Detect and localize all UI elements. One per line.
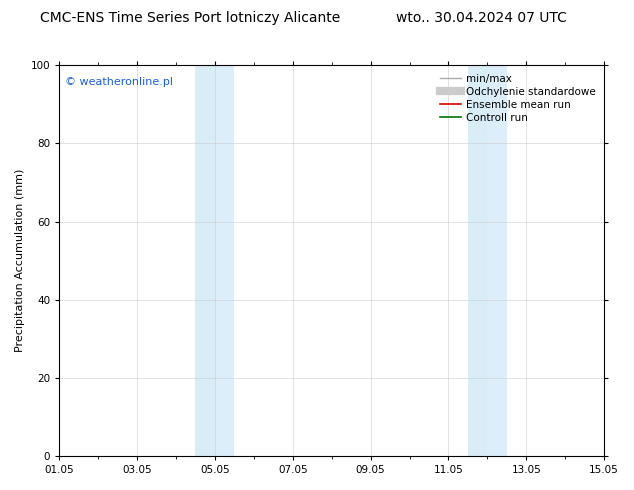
Text: CMC-ENS Time Series Port lotniczy Alicante: CMC-ENS Time Series Port lotniczy Alican… — [40, 11, 340, 25]
Bar — [215, 65, 235, 456]
Text: wto.. 30.04.2024 07 UTC: wto.. 30.04.2024 07 UTC — [396, 11, 567, 25]
Bar — [468, 65, 488, 456]
Text: © weatheronline.pl: © weatheronline.pl — [65, 77, 172, 87]
Bar — [488, 65, 507, 456]
Bar — [195, 65, 215, 456]
Y-axis label: Precipitation Accumulation (mm): Precipitation Accumulation (mm) — [15, 169, 25, 352]
Legend: min/max, Odchylenie standardowe, Ensemble mean run, Controll run: min/max, Odchylenie standardowe, Ensembl… — [437, 71, 599, 126]
